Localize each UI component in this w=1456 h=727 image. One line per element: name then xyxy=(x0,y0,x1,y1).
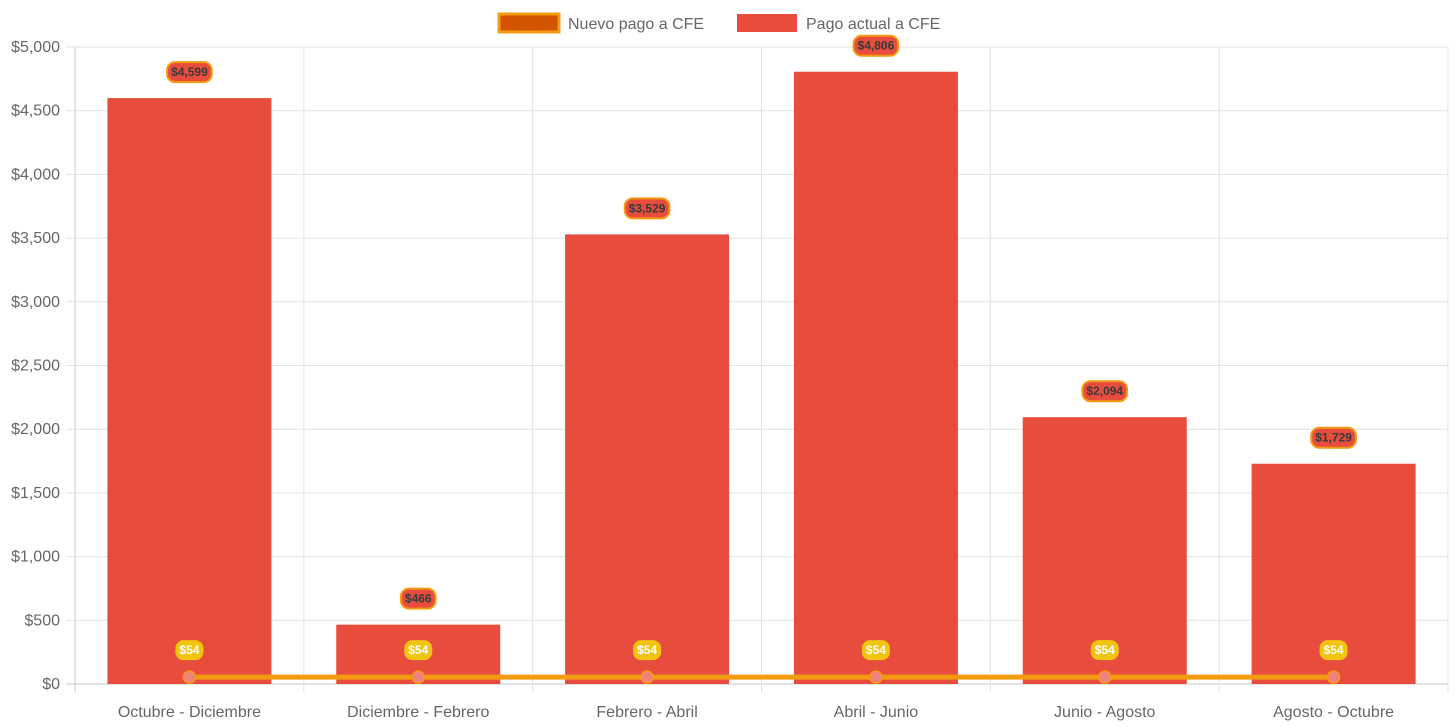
bar-value-label: $4,806 xyxy=(858,39,895,53)
line-value-label: $54 xyxy=(1324,643,1344,657)
x-tick-label: Octubre - Diciembre xyxy=(118,704,261,721)
line-value-label: $54 xyxy=(637,643,657,657)
point-nuevo-pago xyxy=(182,670,197,684)
bar-value-label: $2,094 xyxy=(1086,384,1123,398)
bar-value-badge xyxy=(623,197,671,220)
y-tick-label: $2,000 xyxy=(11,421,60,438)
y-tick-label: $0 xyxy=(42,676,60,693)
grid-layer xyxy=(66,46,1449,692)
bar-value-badge xyxy=(166,61,213,84)
y-tick-label: $3,000 xyxy=(11,294,60,311)
x-tick-label: Junio - Agosto xyxy=(1054,704,1156,721)
y-tick-label: $3,500 xyxy=(11,230,60,247)
bar-pago-actual xyxy=(793,71,958,685)
line-value-label: $54 xyxy=(1095,643,1115,657)
point-nuevo-pago xyxy=(869,670,883,684)
bar-value-label: $1,729 xyxy=(1315,431,1352,445)
y-tick-label: $4,000 xyxy=(11,166,60,183)
point-nuevo-pago xyxy=(1326,670,1341,684)
point-nuevo-pago xyxy=(640,670,654,684)
legend-item-pago-actual[interactable]: Pago actual a CFE xyxy=(737,14,940,33)
line-value-badge xyxy=(175,640,204,661)
legend: Nuevo pago a CFE Pago actual a CFE xyxy=(497,12,940,34)
y-tick-label: $500 xyxy=(24,612,60,629)
line-value-badge xyxy=(1090,640,1119,661)
point-nuevo-pago xyxy=(411,670,425,684)
line-value-badge xyxy=(1319,640,1348,661)
data-labels-layer: $4,599 $466 $3,529 $4,806 $2,094 $1,729 $54 $54… xyxy=(166,34,1357,661)
legend-label-nuevo-pago: Nuevo pago a CFE xyxy=(568,16,704,33)
line-value-label: $54 xyxy=(179,643,199,657)
axis-layer: $0 $500 $1,000 $1,500 $2,000 $2,500 $3,000 $3,5… xyxy=(11,39,1394,721)
line-value-label: $54 xyxy=(866,643,886,657)
x-tick-label: Febrero - Abril xyxy=(596,704,697,721)
legend-item-nuevo-pago[interactable]: Nuevo pago a CFE xyxy=(497,12,704,34)
line-layer xyxy=(182,670,1341,684)
y-tick-label: $1,000 xyxy=(11,549,60,566)
bar-pago-actual xyxy=(1022,417,1187,684)
bar-value-badge xyxy=(1081,380,1129,403)
line-value-badge xyxy=(633,640,662,661)
bar-pago-actual xyxy=(565,234,730,684)
y-tick-label: $4,500 xyxy=(11,103,60,120)
bar-value-label: $4,599 xyxy=(171,65,208,79)
bar-value-badge xyxy=(852,34,900,57)
legend-swatch-pago-actual xyxy=(737,14,797,32)
bar-value-label: $466 xyxy=(405,592,432,606)
x-tick-label: Agosto - Octubre xyxy=(1273,704,1394,721)
bar-pago-actual xyxy=(107,98,272,684)
line-value-badge xyxy=(861,640,890,661)
y-tick-label: $1,500 xyxy=(11,485,60,502)
bar-value-badge xyxy=(1310,426,1357,449)
point-nuevo-pago xyxy=(1098,670,1112,684)
x-tick-label: Diciembre - Febrero xyxy=(347,704,489,721)
bar-value-badge xyxy=(399,587,437,610)
y-tick-label: $2,500 xyxy=(11,358,60,375)
legend-swatch-nuevo-pago xyxy=(497,12,561,34)
line-value-label: $54 xyxy=(408,643,428,657)
line-value-badge xyxy=(404,640,433,661)
legend-label-pago-actual: Pago actual a CFE xyxy=(806,16,940,33)
bar-value-label: $3,529 xyxy=(629,201,666,215)
x-tick-label: Abril - Junio xyxy=(834,704,919,721)
y-tick-label: $5,000 xyxy=(11,39,60,56)
